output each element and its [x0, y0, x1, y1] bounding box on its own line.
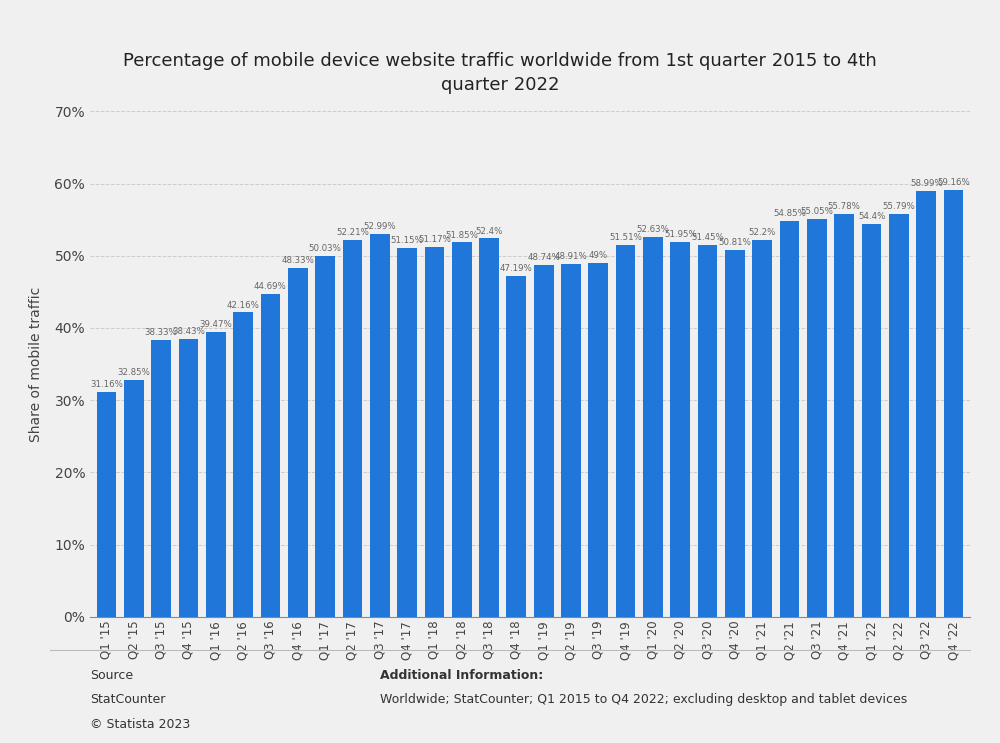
Bar: [151, 340, 171, 617]
Text: 50.81%: 50.81%: [719, 238, 751, 247]
Text: 39.47%: 39.47%: [199, 320, 232, 329]
Bar: [670, 241, 690, 617]
Bar: [425, 247, 444, 617]
Text: 31.16%: 31.16%: [90, 380, 123, 389]
Bar: [261, 294, 280, 617]
Bar: [397, 247, 417, 617]
Text: 48.91%: 48.91%: [555, 252, 587, 261]
Text: 38.43%: 38.43%: [172, 328, 205, 337]
Bar: [725, 250, 745, 617]
Text: 51.85%: 51.85%: [445, 230, 478, 239]
Bar: [916, 191, 936, 617]
Text: 48.33%: 48.33%: [281, 256, 314, 265]
Text: © Statista 2023: © Statista 2023: [90, 718, 190, 730]
Bar: [807, 219, 827, 617]
Bar: [889, 214, 909, 617]
Text: 52.21%: 52.21%: [336, 228, 369, 237]
Text: 42.16%: 42.16%: [227, 300, 259, 310]
Text: Additional Information:: Additional Information:: [380, 669, 543, 681]
Bar: [534, 265, 554, 617]
Bar: [752, 240, 772, 617]
Bar: [288, 268, 308, 617]
Bar: [561, 264, 581, 617]
Text: 59.16%: 59.16%: [937, 178, 970, 186]
Bar: [479, 239, 499, 617]
Text: 54.85%: 54.85%: [773, 209, 806, 218]
Bar: [179, 340, 198, 617]
Bar: [834, 214, 854, 617]
Text: 51.51%: 51.51%: [609, 233, 642, 242]
Bar: [588, 263, 608, 617]
Text: 47.19%: 47.19%: [500, 265, 533, 273]
Text: 44.69%: 44.69%: [254, 282, 287, 291]
Text: Source: Source: [90, 669, 133, 681]
Bar: [643, 237, 663, 617]
Bar: [944, 189, 963, 617]
Text: 52.4%: 52.4%: [475, 227, 503, 236]
Text: 52.99%: 52.99%: [363, 222, 396, 231]
Text: 49%: 49%: [589, 251, 608, 260]
Text: 51.95%: 51.95%: [664, 230, 697, 239]
Text: 51.15%: 51.15%: [391, 236, 423, 244]
Text: 55.79%: 55.79%: [883, 202, 915, 211]
Text: 54.4%: 54.4%: [858, 212, 885, 221]
Text: 48.74%: 48.74%: [527, 253, 560, 262]
Text: StatCounter: StatCounter: [90, 693, 165, 706]
Text: Percentage of mobile device website traffic worldwide from 1st quarter 2015 to 4: Percentage of mobile device website traf…: [123, 52, 877, 94]
Text: 50.03%: 50.03%: [309, 244, 341, 253]
Text: 58.99%: 58.99%: [910, 179, 943, 188]
Text: 52.2%: 52.2%: [749, 228, 776, 237]
Text: 38.33%: 38.33%: [145, 328, 177, 337]
Text: 51.45%: 51.45%: [691, 233, 724, 242]
Bar: [452, 242, 472, 617]
Text: 32.85%: 32.85%: [117, 368, 150, 377]
Bar: [206, 332, 226, 617]
Bar: [506, 276, 526, 617]
Text: 55.05%: 55.05%: [801, 207, 833, 216]
Text: 55.78%: 55.78%: [828, 202, 861, 211]
Text: 51.17%: 51.17%: [418, 236, 451, 244]
Bar: [616, 245, 635, 617]
Bar: [698, 245, 717, 617]
Bar: [124, 380, 144, 617]
Bar: [315, 256, 335, 617]
Bar: [780, 221, 799, 617]
Text: Worldwide; StatCounter; Q1 2015 to Q4 2022; excluding desktop and tablet devices: Worldwide; StatCounter; Q1 2015 to Q4 20…: [380, 693, 907, 706]
Bar: [343, 240, 362, 617]
Text: 52.63%: 52.63%: [637, 225, 669, 234]
Bar: [370, 234, 390, 617]
Bar: [862, 224, 881, 617]
Bar: [97, 392, 116, 617]
Bar: [233, 312, 253, 617]
Y-axis label: Share of mobile traffic: Share of mobile traffic: [29, 287, 43, 441]
